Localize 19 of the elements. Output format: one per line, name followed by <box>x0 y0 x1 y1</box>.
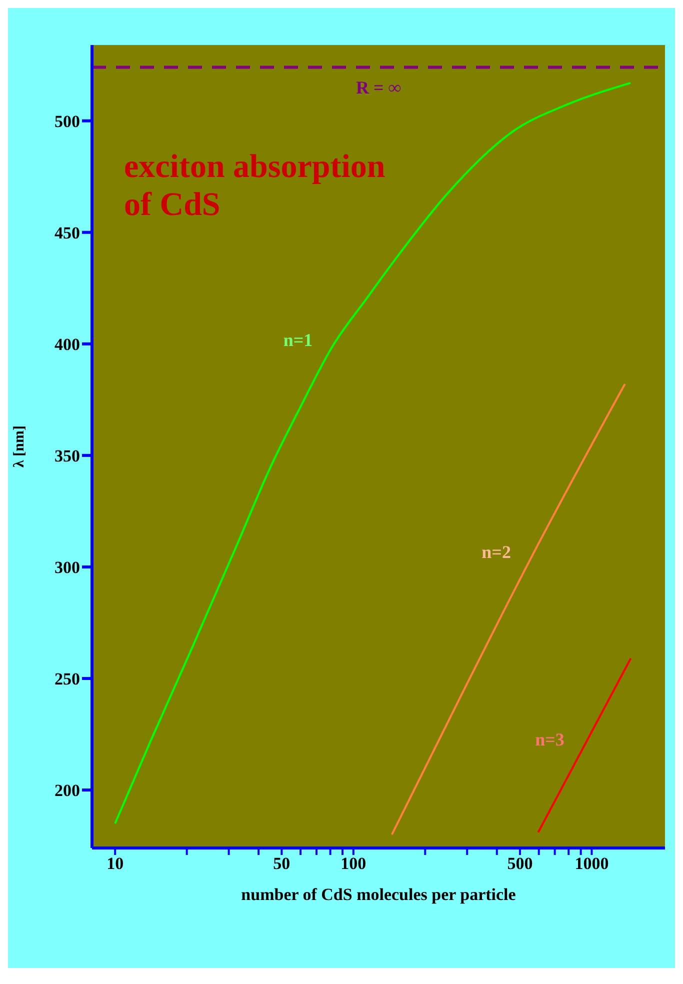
ref-line-label: R = ∞ <box>356 77 402 98</box>
y-tick-label: 500 <box>54 112 80 131</box>
x-axis-title: number of CdS molecules per particle <box>241 885 516 904</box>
series-label: n=3 <box>535 729 564 750</box>
x-tick-label: 500 <box>507 854 533 874</box>
x-tick-label: 100 <box>340 854 366 874</box>
x-tick-label: 10 <box>106 854 124 874</box>
y-tick-label: 400 <box>54 334 80 354</box>
series-label: n=1 <box>283 330 313 350</box>
y-tick-label: 450 <box>54 223 80 242</box>
y-tick-label: 250 <box>54 670 80 689</box>
y-tick-label: 350 <box>54 446 80 466</box>
x-tick-label: 50 <box>273 854 290 874</box>
y-axis-title: λ [nm] <box>11 426 28 468</box>
series-label: n=2 <box>482 542 511 562</box>
y-tick-label: 300 <box>54 558 80 577</box>
y-tick-label: 200 <box>54 781 80 800</box>
text: exciton absorption of CdS <box>124 148 386 224</box>
x-tick-label: 1000 <box>574 854 609 874</box>
